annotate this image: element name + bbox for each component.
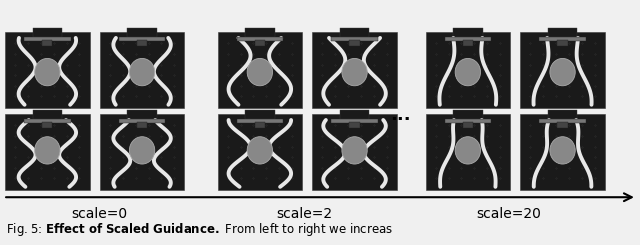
Bar bbox=[332, 37, 378, 41]
Bar bbox=[137, 122, 147, 128]
Text: scale=2: scale=2 bbox=[276, 207, 332, 221]
Ellipse shape bbox=[455, 137, 481, 164]
Text: scale=20: scale=20 bbox=[476, 207, 541, 221]
Bar bbox=[445, 37, 491, 41]
Bar bbox=[540, 37, 586, 41]
Bar bbox=[237, 37, 283, 41]
Bar bbox=[426, 32, 510, 108]
Ellipse shape bbox=[550, 59, 575, 86]
Ellipse shape bbox=[129, 59, 155, 86]
Ellipse shape bbox=[129, 137, 155, 164]
Bar bbox=[127, 28, 157, 37]
Bar bbox=[5, 114, 90, 190]
Bar bbox=[548, 110, 577, 119]
Bar bbox=[312, 32, 397, 108]
Bar bbox=[349, 122, 360, 128]
Text: Fig. 5: $\bf{Effect}$ $\bf{of}$ $\bf{Scaled}$ $\bf{Guidance.}$ From left to righ: Fig. 5: $\bf{Effect}$ $\bf{of}$ $\bf{Sca… bbox=[6, 221, 394, 238]
Ellipse shape bbox=[550, 137, 575, 164]
Bar bbox=[100, 114, 184, 190]
Text: ...: ... bbox=[390, 106, 410, 124]
Bar bbox=[218, 114, 302, 190]
Bar bbox=[520, 114, 605, 190]
Bar bbox=[100, 32, 184, 108]
Bar bbox=[119, 37, 165, 41]
Ellipse shape bbox=[35, 59, 60, 86]
Bar bbox=[137, 40, 147, 46]
Ellipse shape bbox=[342, 137, 367, 164]
Bar bbox=[24, 37, 70, 41]
Bar bbox=[445, 119, 491, 123]
Bar bbox=[426, 114, 510, 190]
Bar bbox=[119, 119, 165, 123]
Ellipse shape bbox=[247, 59, 273, 86]
Bar bbox=[24, 119, 70, 123]
Ellipse shape bbox=[247, 137, 273, 164]
Bar bbox=[312, 114, 397, 190]
Bar bbox=[557, 122, 568, 128]
Bar bbox=[255, 40, 265, 46]
Bar bbox=[453, 28, 483, 37]
Bar bbox=[218, 32, 302, 108]
Bar bbox=[5, 32, 90, 108]
Bar bbox=[340, 28, 369, 37]
Bar bbox=[540, 119, 586, 123]
Bar bbox=[463, 122, 473, 128]
Bar bbox=[245, 110, 275, 119]
Bar bbox=[332, 119, 378, 123]
Bar bbox=[463, 40, 473, 46]
Bar bbox=[33, 28, 62, 37]
Ellipse shape bbox=[455, 59, 481, 86]
Bar bbox=[548, 28, 577, 37]
Bar bbox=[349, 40, 360, 46]
Ellipse shape bbox=[342, 59, 367, 86]
Bar bbox=[42, 122, 52, 128]
Ellipse shape bbox=[35, 137, 60, 164]
Bar bbox=[557, 40, 568, 46]
Bar bbox=[340, 110, 369, 119]
Bar bbox=[245, 28, 275, 37]
Bar bbox=[255, 122, 265, 128]
Text: scale=0: scale=0 bbox=[71, 207, 127, 221]
Bar bbox=[453, 110, 483, 119]
Bar bbox=[33, 110, 62, 119]
Bar bbox=[42, 40, 52, 46]
Bar bbox=[237, 119, 283, 123]
Bar bbox=[520, 32, 605, 108]
Bar bbox=[127, 110, 157, 119]
